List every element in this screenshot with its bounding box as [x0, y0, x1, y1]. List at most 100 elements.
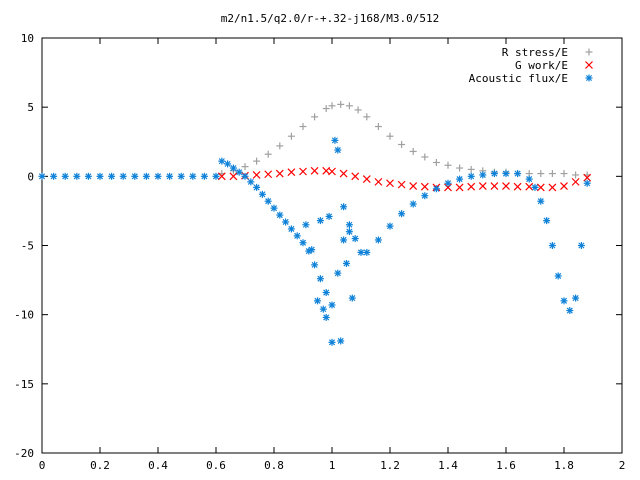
- data-point: [374, 177, 383, 186]
- y-tick-label: -5: [21, 240, 34, 253]
- legend-marker: [585, 74, 593, 82]
- y-tick-label: -10: [14, 309, 34, 322]
- data-point: [253, 157, 261, 165]
- data-point: [409, 200, 417, 208]
- data-point: [374, 236, 382, 244]
- data-point: [299, 167, 307, 176]
- data-point: [264, 170, 273, 179]
- data-point: [177, 172, 185, 180]
- data-point: [142, 172, 150, 180]
- data-point: [583, 179, 591, 187]
- data-point: [276, 211, 284, 219]
- data-point: [478, 182, 487, 190]
- data-point: [258, 190, 266, 198]
- data-point: [270, 204, 278, 212]
- legend-marker: [585, 61, 593, 69]
- data-point: [322, 289, 330, 297]
- plot-points: [38, 100, 592, 346]
- y-tick-label: 5: [27, 101, 34, 114]
- x-tick-label: 0.8: [264, 459, 284, 472]
- data-point: [84, 172, 92, 180]
- data-point: [217, 172, 226, 181]
- series-0: [218, 100, 591, 179]
- data-point: [316, 217, 324, 225]
- x-tick-label: 1.8: [554, 459, 574, 472]
- data-point: [513, 182, 522, 191]
- data-point: [572, 171, 580, 179]
- data-point: [189, 172, 197, 180]
- data-point: [444, 161, 452, 169]
- x-tick-label: 1.4: [438, 459, 458, 472]
- data-point: [420, 182, 429, 191]
- data-point: [343, 259, 350, 267]
- data-point: [502, 170, 510, 178]
- data-point: [456, 164, 464, 172]
- data-point: [490, 182, 499, 190]
- data-point: [334, 269, 342, 277]
- data-point: [397, 180, 406, 189]
- data-point: [287, 132, 295, 140]
- data-point: [490, 170, 498, 178]
- x-tick-label: 0.2: [90, 459, 110, 472]
- data-point: [536, 183, 545, 192]
- data-point: [224, 160, 232, 168]
- data-point: [328, 167, 336, 176]
- data-point: [264, 150, 272, 158]
- y-tick-label: -20: [14, 447, 34, 460]
- data-point: [340, 203, 348, 211]
- data-point: [276, 142, 284, 150]
- data-point: [96, 172, 104, 180]
- data-point: [337, 337, 345, 345]
- data-point: [229, 164, 237, 172]
- data-point: [166, 172, 174, 180]
- data-point: [566, 307, 574, 315]
- data-point: [554, 272, 562, 280]
- data-point: [467, 165, 475, 173]
- data-point: [287, 225, 295, 233]
- data-point: [282, 218, 290, 226]
- data-point: [571, 177, 580, 186]
- x-tick-label: 1.2: [380, 459, 400, 472]
- data-point: [337, 100, 345, 108]
- data-point: [548, 170, 556, 178]
- data-point: [311, 261, 319, 269]
- data-point: [340, 236, 348, 244]
- data-point: [252, 171, 261, 179]
- data-point: [311, 113, 319, 121]
- data-point: [316, 275, 324, 283]
- data-point: [456, 175, 464, 183]
- data-point: [73, 172, 81, 180]
- data-point: [235, 168, 243, 176]
- data-point: [331, 136, 339, 144]
- x-tick-label: 0.4: [148, 459, 168, 472]
- data-point: [38, 172, 46, 180]
- data-point: [287, 168, 296, 177]
- data-point: [455, 183, 464, 192]
- data-point: [398, 141, 406, 149]
- data-point: [386, 222, 394, 230]
- data-point: [537, 197, 545, 205]
- data-point: [348, 294, 356, 302]
- data-point: [354, 106, 362, 114]
- data-point: [409, 182, 418, 190]
- data-point: [537, 170, 545, 178]
- data-point: [322, 313, 330, 321]
- y-tick-label: 0: [27, 170, 34, 183]
- data-point: [325, 212, 333, 220]
- data-point: [328, 338, 336, 346]
- data-point: [299, 239, 307, 247]
- data-point: [432, 185, 440, 193]
- data-point: [229, 172, 238, 181]
- data-point: [302, 221, 310, 229]
- data-point: [212, 172, 220, 180]
- data-point: [241, 172, 249, 180]
- data-point: [531, 183, 539, 191]
- x-tick-label: 1: [329, 459, 336, 472]
- data-point: [119, 172, 127, 180]
- data-point: [299, 123, 307, 131]
- data-point: [200, 172, 208, 180]
- data-point: [560, 297, 568, 305]
- data-point: [525, 182, 534, 191]
